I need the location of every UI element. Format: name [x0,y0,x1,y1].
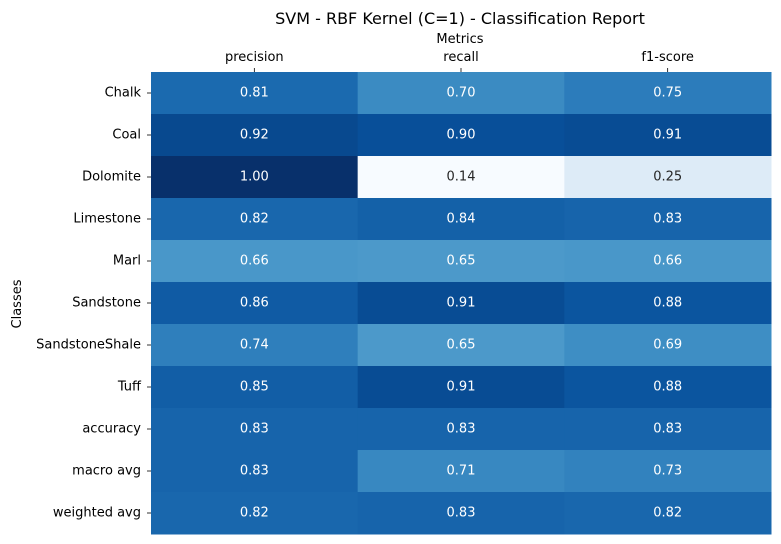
cell-value-label: 0.84 [447,212,476,227]
heatmap-cell-tuff-recall [357,366,565,409]
heatmap-cell-limestone-recall [357,198,565,241]
cell-value-label: 0.82 [653,506,682,521]
cell-value-label: 0.70 [447,86,476,101]
y-tick-label-sandstoneshale: SandstoneShale [36,338,141,353]
heatmap-cell-chalk-precision [151,72,359,115]
heatmap-cell-weighted-avg-f1-score [564,492,772,535]
chart-title: SVM - RBF Kernel (C=1) - Classification … [275,9,645,28]
cell-value-label: 0.88 [653,380,682,395]
cell-value-label: 0.75 [653,86,682,101]
y-tick-label-limestone: Limestone [73,212,141,227]
heatmap-cell-sandstoneshale-recall [357,324,565,367]
heatmap-cell-tuff-precision [151,366,359,409]
cell-value-label: 0.83 [447,506,476,521]
heatmap-cell-dolomite-precision [151,156,359,199]
cell-value-label: 0.74 [240,338,269,353]
x-axis-label: Metrics [436,32,483,47]
heatmap-cell-sandstoneshale-f1-score [564,324,772,367]
cell-value-label: 0.83 [240,422,269,437]
cell-value-label: 0.82 [240,506,269,521]
heatmap-cell-macro-avg-f1-score [564,450,772,493]
x-ticks: precision recall f1-score [225,50,694,72]
y-tick-label-tuff: Tuff [117,380,142,395]
y-tick-label-marl: Marl [113,254,141,269]
cell-value-label: 0.86 [240,296,269,311]
heatmap-cell-weighted-avg-precision [151,492,359,535]
heatmap-cell-accuracy-recall [357,408,565,451]
heatmap-cell-marl-recall [357,240,565,283]
cell-value-label: 0.66 [240,254,269,269]
y-tick-label-macro-avg: macro avg [72,464,141,479]
y-tick-label-chalk: Chalk [105,86,142,101]
cell-value-label: 0.25 [653,170,682,185]
heatmap-cell-coal-precision [151,114,359,157]
cell-value-label: 0.91 [447,380,476,395]
heatmap-cell-limestone-precision [151,198,359,241]
y-ticks: ChalkCoalDolomiteLimestoneMarlSandstoneS… [36,86,151,521]
y-tick-label-dolomite: Dolomite [82,170,141,185]
cell-value-label: 0.91 [447,296,476,311]
cell-value-label: 0.91 [653,128,682,143]
y-tick-label-weighted-avg: weighted avg [53,506,141,521]
cell-value-label: 0.82 [240,212,269,227]
y-tick-label-coal: Coal [112,128,141,143]
heatmap-cell-accuracy-f1-score [564,408,772,451]
cell-value-label: 0.69 [653,338,682,353]
heatmap-cell-chalk-f1-score [564,72,772,115]
heatmap-cell-macro-avg-precision [151,450,359,493]
cell-value-label: 0.88 [653,296,682,311]
heatmap-cell-coal-f1-score [564,114,772,157]
heatmap-cell-dolomite-recall [357,156,565,199]
heatmap-cell-tuff-f1-score [564,366,772,409]
heatmap-cell-sandstone-precision [151,282,359,325]
heatmap-cell-accuracy-precision [151,408,359,451]
heatmap-cell-chalk-recall [357,72,565,115]
cell-value-label: 0.83 [240,464,269,479]
cell-value-label: 0.83 [447,422,476,437]
y-tick-label-sandstone: Sandstone [72,296,141,311]
heatmap-cells: 0.81 0.70 0.75 0.92 0.90 0.91 1.00 0.14 0.25 0.82… [151,72,772,535]
heatmap-cell-macro-avg-recall [357,450,565,493]
heatmap-cell-limestone-f1-score [564,198,772,241]
heatmap-cell-sandstone-recall [357,282,565,325]
x-tick-label-f1-score: f1-score [641,50,693,65]
y-axis-label: Classes [10,279,25,328]
x-tick-label-precision: precision [225,50,284,65]
cell-value-label: 0.65 [447,254,476,269]
heatmap-cell-weighted-avg-recall [357,492,565,535]
cell-value-label: 0.92 [240,128,269,143]
y-tick-label-accuracy: accuracy [82,422,141,437]
heatmap-cell-sandstoneshale-precision [151,324,359,367]
cell-value-label: 0.65 [447,338,476,353]
cell-value-label: 0.81 [240,86,269,101]
cell-value-label: 0.71 [447,464,476,479]
cell-value-label: 0.85 [240,380,269,395]
cell-value-label: 0.83 [653,212,682,227]
cell-value-label: 0.83 [653,422,682,437]
heatmap-cell-marl-precision [151,240,359,283]
cell-value-label: 0.66 [653,254,682,269]
cell-value-label: 1.00 [240,170,269,185]
x-tick-label-recall: recall [443,50,478,65]
heatmap-cell-coal-recall [357,114,565,157]
heatmap-cell-dolomite-f1-score [564,156,772,199]
cell-value-label: 0.14 [447,170,476,185]
cell-value-label: 0.90 [447,128,476,143]
heatmap-cell-marl-f1-score [564,240,772,283]
cell-value-label: 0.73 [653,464,682,479]
heatmap-cell-sandstone-f1-score [564,282,772,325]
